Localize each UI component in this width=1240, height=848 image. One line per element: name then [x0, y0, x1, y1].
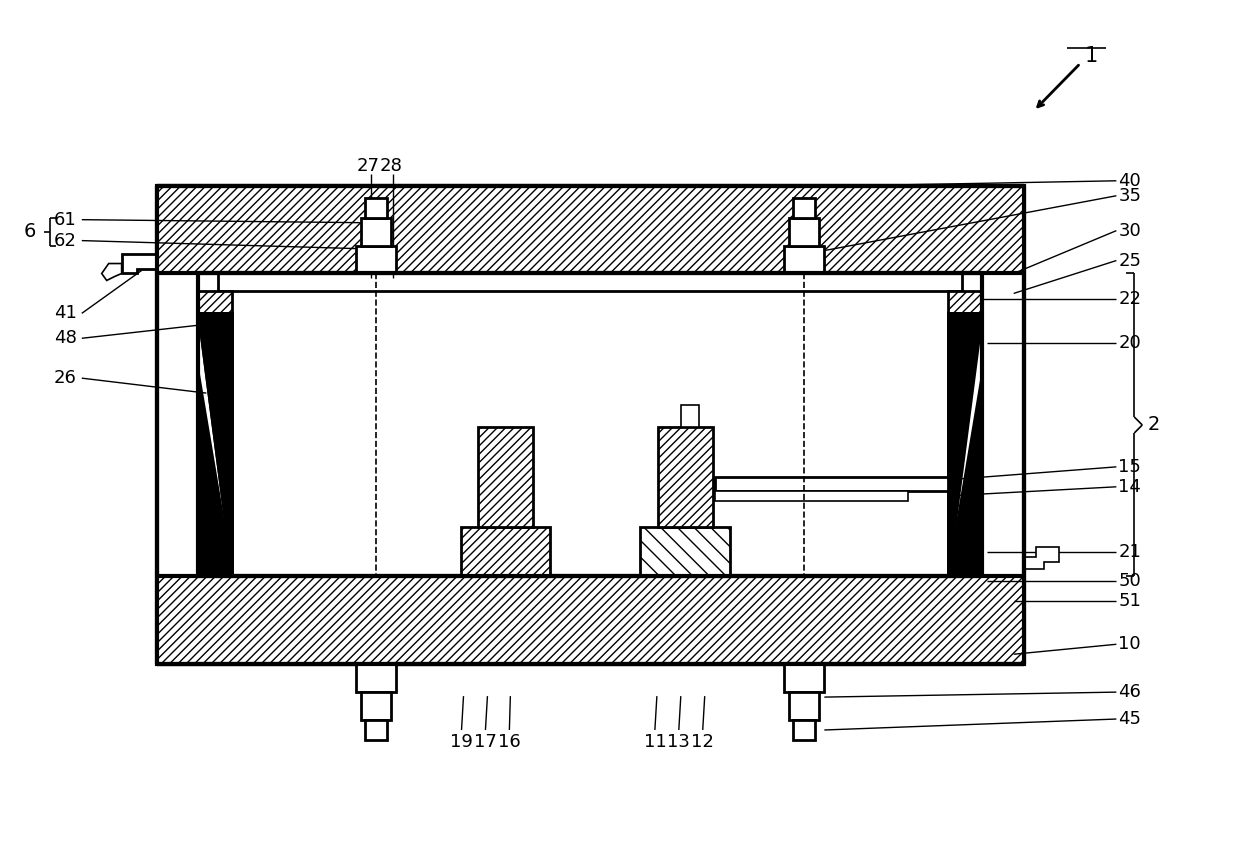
Polygon shape [947, 373, 982, 577]
Bar [198, 274, 218, 577]
Text: 40: 40 [1118, 172, 1141, 190]
Text: 20: 20 [1118, 334, 1141, 352]
Bar [658, 427, 713, 527]
Text: 21: 21 [1118, 543, 1141, 561]
Text: 12: 12 [691, 733, 714, 751]
Bar [365, 198, 387, 218]
Text: 1: 1 [1085, 46, 1099, 66]
Bar [460, 527, 551, 577]
Bar [714, 491, 908, 501]
Bar [156, 186, 1024, 274]
Bar [361, 218, 391, 246]
Polygon shape [198, 314, 232, 574]
Polygon shape [1024, 547, 1059, 568]
Text: 28: 28 [379, 157, 402, 175]
Bar [361, 692, 391, 720]
Bar [365, 720, 387, 740]
Polygon shape [122, 254, 156, 274]
Bar [785, 664, 825, 692]
Polygon shape [102, 264, 122, 281]
Bar [356, 246, 396, 274]
Bar [790, 218, 820, 246]
Text: 19: 19 [450, 733, 472, 751]
Text: 50: 50 [1118, 572, 1141, 590]
Text: 2: 2 [1148, 416, 1161, 434]
Text: 22: 22 [1118, 290, 1141, 309]
Text: 62: 62 [53, 232, 77, 249]
Bar [681, 405, 699, 427]
Bar [198, 555, 232, 577]
Text: 6: 6 [24, 222, 36, 241]
Text: 16: 16 [498, 733, 521, 751]
Text: 27: 27 [356, 157, 379, 175]
Bar [962, 274, 982, 577]
Bar [156, 186, 1024, 664]
Text: 61: 61 [55, 210, 77, 229]
Text: 30: 30 [1118, 221, 1141, 240]
Text: 26: 26 [53, 369, 77, 388]
Bar [794, 720, 816, 740]
Bar [356, 664, 396, 692]
Polygon shape [947, 314, 982, 574]
Bar [947, 555, 982, 577]
Bar [156, 577, 1024, 664]
Text: 25: 25 [1118, 252, 1141, 270]
Text: 35: 35 [1118, 187, 1141, 204]
Text: 46: 46 [1118, 683, 1141, 701]
Bar [790, 692, 820, 720]
Text: 17: 17 [474, 733, 497, 751]
Text: 48: 48 [53, 329, 77, 348]
Bar [947, 314, 982, 577]
Bar [198, 274, 982, 292]
Text: 13: 13 [667, 733, 691, 751]
Text: 45: 45 [1118, 710, 1141, 728]
Text: 14: 14 [1118, 477, 1141, 496]
Bar [198, 292, 232, 314]
Polygon shape [198, 314, 232, 574]
Text: 41: 41 [53, 304, 77, 322]
Text: 10: 10 [1118, 635, 1141, 653]
Bar [947, 292, 982, 314]
Text: 51: 51 [1118, 593, 1141, 611]
Text: 11: 11 [644, 733, 666, 751]
Polygon shape [198, 373, 232, 577]
Bar [794, 198, 816, 218]
Bar [714, 477, 947, 491]
Bar [198, 314, 232, 577]
Bar [640, 527, 729, 577]
Text: 15: 15 [1118, 458, 1141, 476]
Bar [479, 427, 533, 527]
Bar [785, 246, 825, 274]
